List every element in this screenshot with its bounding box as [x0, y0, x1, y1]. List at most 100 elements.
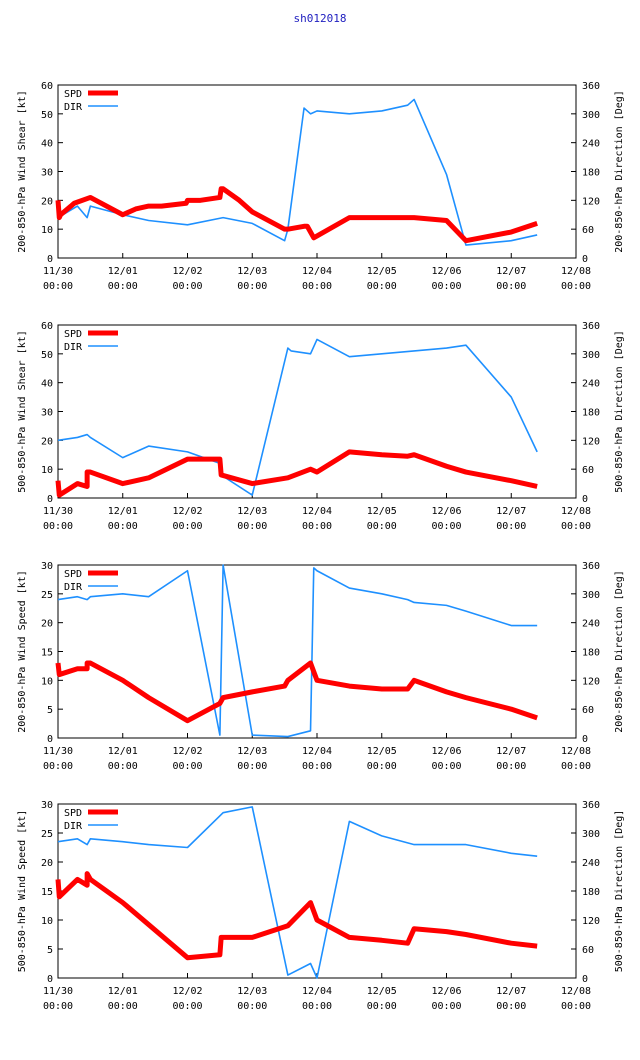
chart-2-x-tick-time: 00:00 [108, 521, 138, 532]
chart-2-x-tick-date: 11/30 [43, 506, 73, 517]
chart-1-y2-tick-label: 60 [582, 225, 594, 236]
chart-1-y-tick-label: 20 [41, 196, 53, 207]
chart-2-x-tick-date: 12/04 [302, 506, 332, 517]
chart-3-y-tick-label: 10 [41, 676, 53, 687]
chart-3-y2-tick-label: 0 [582, 734, 588, 745]
chart-4-y-tick-label: 30 [41, 800, 53, 811]
chart-2-x-tick-date: 12/08 [561, 506, 591, 517]
chart-2-x-tick-time: 00:00 [302, 521, 332, 532]
chart-4-x-tick-date: 12/01 [108, 986, 138, 997]
chart-2-legend-spd-label: SPD [64, 329, 82, 340]
chart-4-x-tick-time: 00:00 [561, 1001, 591, 1012]
chart-1-x-tick-date: 12/01 [108, 266, 138, 277]
chart-2-x-tick-time: 00:00 [561, 521, 591, 532]
chart-1-y2-axis-label: 200-850-hPa Direction [Deg] [614, 90, 625, 253]
chart-4-x-tick-time: 00:00 [431, 1001, 461, 1012]
chart-3-x-tick-time: 00:00 [108, 761, 138, 772]
chart-1-dir-series-line [57, 98, 538, 246]
chart-3-y-tick-label: 15 [41, 648, 53, 659]
chart-3-y-axis-label: 200-850-hPa Wind Speed [kt] [17, 570, 28, 733]
chart-2-dir-series-line [57, 338, 538, 496]
chart-4-y-tick-label: 0 [47, 974, 53, 985]
chart-4-y-tick-label: 20 [41, 858, 53, 869]
chart-2-x-tick-time: 00:00 [172, 521, 202, 532]
chart-3-y2-tick-label: 300 [582, 590, 600, 601]
chart-3-x-tick-time: 00:00 [43, 761, 73, 772]
chart-2-y-tick-label: 40 [41, 379, 53, 390]
chart-2-y2-tick-label: 0 [582, 494, 588, 505]
chart-1-y2-tick-label: 180 [582, 168, 600, 179]
chart-1-y2-tick-label: 0 [582, 254, 588, 265]
chart-4-y-tick-label: 10 [41, 916, 53, 927]
chart-3-legend-dir-label: DIR [64, 582, 83, 593]
chart-2-x-tick-date: 12/02 [172, 506, 202, 517]
chart-3-y2-tick-label: 120 [582, 676, 600, 687]
chart-1-x-tick-time: 00:00 [43, 281, 73, 292]
chart-3-y-tick-label: 5 [47, 705, 53, 716]
chart-2-x-tick-date: 12/03 [237, 506, 267, 517]
chart-1-y2-tick-label: 300 [582, 110, 600, 121]
chart-3-x-tick-date: 11/30 [43, 746, 73, 757]
chart-1-x-tick-date: 12/07 [496, 266, 526, 277]
chart-3-x-tick-date: 12/02 [172, 746, 202, 757]
chart-1-x-tick-date: 12/03 [237, 266, 267, 277]
chart-1-x-tick-date: 12/08 [561, 266, 591, 277]
chart-3-x-tick-date: 12/07 [496, 746, 526, 757]
chart-1-y-tick-label: 60 [41, 81, 53, 92]
chart-1-y2-tick-label: 360 [582, 81, 600, 92]
chart-2-x-tick-time: 00:00 [43, 521, 73, 532]
chart-3-plot-frame [57, 564, 577, 739]
chart-4-x-tick-time: 00:00 [496, 1001, 526, 1012]
chart-2-y-tick-label: 30 [41, 408, 53, 419]
chart-2-y-tick-label: 60 [41, 321, 53, 332]
chart-2-x-tick-time: 00:00 [496, 521, 526, 532]
chart-3-x-tick-time: 00:00 [367, 761, 397, 772]
chart-3-y-tick-label: 20 [41, 619, 53, 630]
chart-1-x-tick-date: 12/05 [367, 266, 397, 277]
chart-4-x-tick-date: 12/04 [302, 986, 332, 997]
chart-1-x-tick-time: 00:00 [561, 281, 591, 292]
chart-1-y-tick-label: 0 [47, 254, 53, 265]
chart-1-y2-tick-label: 240 [582, 139, 600, 150]
chart-3-spd-series-line [55, 660, 538, 724]
chart-3-y-tick-label: 0 [47, 734, 53, 745]
chart-4-y-tick-label: 15 [41, 887, 53, 898]
chart-4-x-tick-time: 00:00 [108, 1001, 138, 1012]
chart-title: sh012018 [293, 12, 347, 25]
chart-1-x-tick-date: 12/06 [431, 266, 461, 277]
chart-3-y2-axis-label: 200-850-hPa Direction [Deg] [614, 570, 625, 733]
chart-1-y-tick-label: 10 [41, 225, 53, 236]
chart-4-x-tick-date: 12/05 [367, 986, 397, 997]
chart-4-legend-spd-label: SPD [64, 808, 82, 819]
chart-1-x-tick-time: 00:00 [496, 281, 526, 292]
chart-3-y2-tick-label: 360 [582, 561, 600, 572]
chart-2-y2-tick-label: 120 [582, 436, 600, 447]
chart-3-y2-tick-label: 240 [582, 619, 600, 630]
chart-1-x-tick-date: 11/30 [43, 266, 73, 277]
chart-2-y2-tick-label: 360 [582, 321, 600, 332]
chart-4-y-tick-label: 5 [47, 945, 53, 956]
chart-3-y-tick-label: 25 [41, 590, 53, 601]
chart-3-x-tick-date: 12/01 [108, 746, 138, 757]
chart-4-x-tick-time: 00:00 [172, 1001, 202, 1012]
chart-4-x-tick-date: 12/03 [237, 986, 267, 997]
chart-4-y2-tick-label: 300 [582, 829, 600, 840]
chart-2-y-tick-label: 50 [41, 350, 53, 361]
chart-4-x-tick-date: 12/08 [561, 986, 591, 997]
chart-2-y2-axis-label: 500-850-hPa Direction [Deg] [614, 330, 625, 493]
chart-1-x-tick-time: 00:00 [172, 281, 202, 292]
chart-1-x-tick-time: 00:00 [367, 281, 397, 292]
chart-2-y2-tick-label: 60 [582, 465, 594, 476]
chart-3-x-tick-time: 00:00 [561, 761, 591, 772]
chart-2-x-tick-time: 00:00 [367, 521, 397, 532]
chart-4-x-tick-time: 00:00 [43, 1001, 73, 1012]
chart-4-x-tick-date: 11/30 [43, 986, 73, 997]
chart-3-x-tick-date: 12/03 [237, 746, 267, 757]
chart-1-y-axis-label: 200-850-hPa Wind Shear [kt] [17, 90, 28, 253]
chart-4-spd-series-line [55, 871, 538, 961]
chart-1-x-tick-time: 00:00 [108, 281, 138, 292]
chart-3-y-tick-label: 30 [41, 561, 53, 572]
chart-2-y-axis-label: 500-850-hPa Wind Shear [kt] [17, 330, 28, 493]
chart-3-x-tick-time: 00:00 [172, 761, 202, 772]
